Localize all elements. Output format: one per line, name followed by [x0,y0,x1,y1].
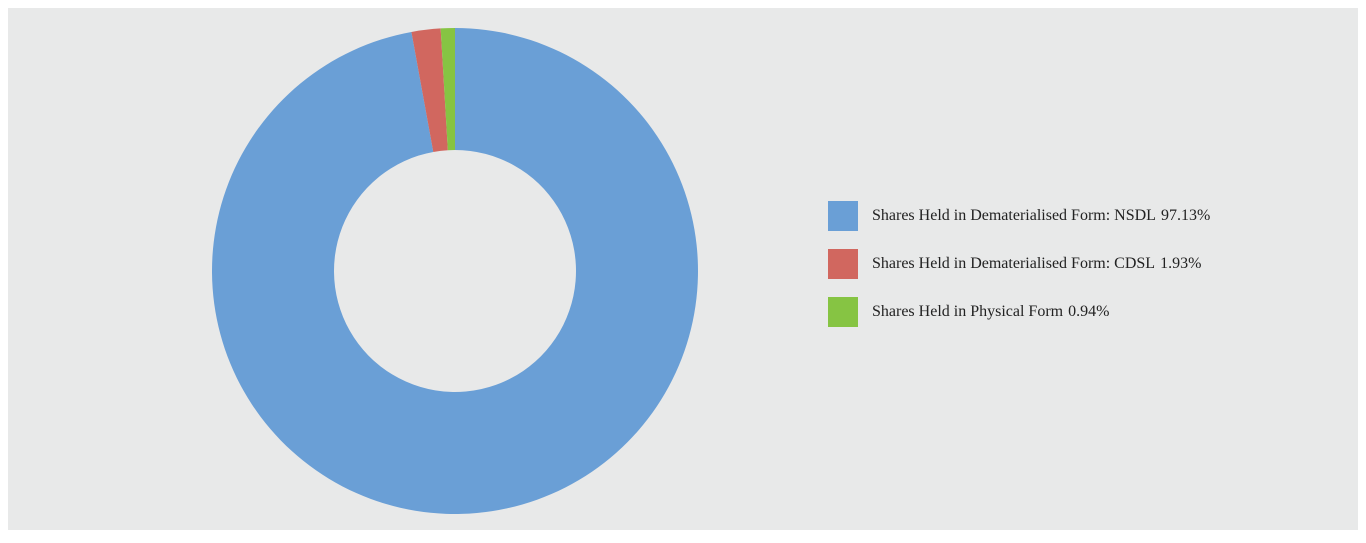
donut-slice [211,28,698,514]
donut-slice [411,28,448,152]
legend-swatch [828,201,858,231]
legend-name: Shares Held in Physical Form [872,303,1064,320]
donut-slice [440,28,455,151]
legend-label: Shares Held in Dematerialised Form: NSDL… [872,207,1210,224]
legend-name: Shares Held in Dematerialised Form: NSDL [872,207,1156,224]
legend-name: Shares Held in Dematerialised Form: CDSL [872,255,1155,272]
legend-swatch [828,249,858,279]
legend-value: 97.13% [1161,207,1210,224]
legend-label: Shares Held in Physical Form 0.94% [872,303,1109,320]
legend-value: 0.94% [1068,303,1109,320]
legend-label: Shares Held in Dematerialised Form: CDSL… [872,255,1201,272]
legend-value: 1.93% [1160,255,1201,272]
legend-swatch [828,297,858,327]
